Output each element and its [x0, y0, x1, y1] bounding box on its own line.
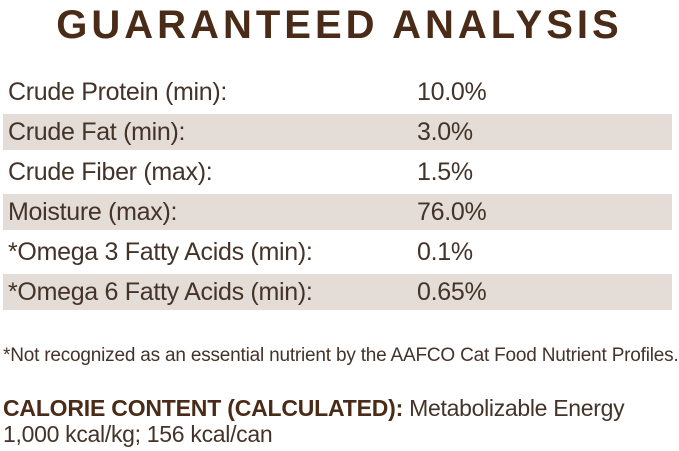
table-row: *Omega 6 Fatty Acids (min): 0.65%: [0, 272, 679, 312]
table-row: Crude Protein (min): 10.0%: [0, 72, 679, 112]
row-label: *Omega 3 Fatty Acids (min):: [8, 237, 313, 266]
row-label: Crude Protein (min):: [8, 77, 228, 106]
calorie-content-section: CALORIE CONTENT (CALCULATED): Metaboliza…: [0, 396, 679, 447]
row-value: 0.1%: [417, 237, 473, 266]
row-label: Crude Fat (min):: [8, 117, 186, 146]
table-row: Crude Fat (min): 3.0%: [0, 112, 679, 152]
row-value: 76.0%: [417, 197, 487, 226]
calorie-subheading: Metabolizable Energy: [409, 395, 625, 421]
table-row: Moisture (max): 76.0%: [0, 192, 679, 232]
calorie-heading: CALORIE CONTENT (CALCULATED):: [3, 395, 404, 421]
table-row: *Omega 3 Fatty Acids (min): 0.1%: [0, 232, 679, 272]
aafco-footnote: *Not recognized as an essential nutrient…: [3, 345, 679, 366]
row-value: 3.0%: [417, 117, 473, 146]
table-row: Crude Fiber (max): 1.5%: [0, 152, 679, 192]
analysis-table: Crude Protein (min): 10.0% Crude Fat (mi…: [0, 72, 679, 312]
calorie-values: 1,000 kcal/kg; 156 kcal/can: [3, 421, 273, 447]
row-value: 1.5%: [417, 157, 473, 186]
page-title: GUARANTEED ANALYSIS: [56, 3, 623, 47]
row-value: 10.0%: [417, 77, 487, 106]
calorie-heading-line: CALORIE CONTENT (CALCULATED): Metaboliza…: [3, 396, 679, 421]
row-label: Crude Fiber (max):: [8, 157, 213, 186]
row-label: *Omega 6 Fatty Acids (min):: [8, 277, 313, 306]
row-value: 0.65%: [417, 277, 487, 306]
row-label: Moisture (max):: [8, 197, 178, 226]
